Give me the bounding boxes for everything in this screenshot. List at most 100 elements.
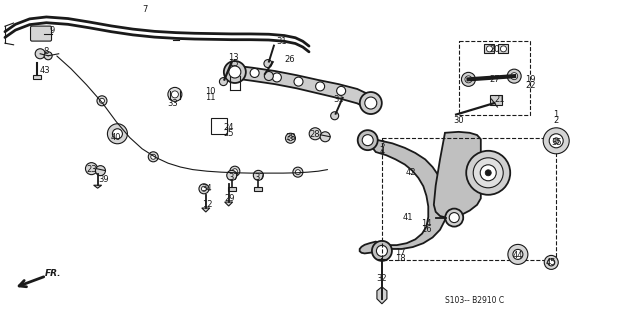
- Text: 17: 17: [395, 248, 406, 257]
- Text: 19: 19: [525, 75, 535, 84]
- Text: 22: 22: [525, 81, 535, 90]
- Circle shape: [508, 244, 528, 264]
- Text: 32: 32: [376, 274, 387, 283]
- Circle shape: [466, 151, 510, 195]
- Text: 25: 25: [224, 129, 234, 138]
- Circle shape: [99, 98, 104, 103]
- Circle shape: [544, 255, 558, 269]
- Text: 24: 24: [224, 124, 234, 132]
- Text: 38: 38: [285, 133, 296, 142]
- Circle shape: [337, 86, 345, 95]
- Polygon shape: [94, 185, 101, 188]
- Text: 44: 44: [513, 251, 523, 260]
- Circle shape: [462, 72, 475, 86]
- Text: 13: 13: [228, 53, 239, 62]
- Circle shape: [35, 49, 45, 59]
- Circle shape: [362, 135, 373, 146]
- Polygon shape: [255, 188, 262, 191]
- Text: 37: 37: [254, 173, 265, 182]
- Circle shape: [250, 68, 259, 77]
- Polygon shape: [33, 76, 41, 79]
- Circle shape: [151, 154, 156, 159]
- Circle shape: [168, 87, 182, 101]
- Text: 2: 2: [554, 116, 559, 125]
- Circle shape: [320, 132, 330, 142]
- Text: 16: 16: [421, 225, 432, 234]
- Text: 42: 42: [406, 168, 416, 177]
- Circle shape: [171, 91, 179, 98]
- Text: 7: 7: [143, 5, 148, 14]
- Text: 43: 43: [39, 66, 50, 75]
- Text: 30: 30: [453, 116, 464, 125]
- Polygon shape: [360, 138, 447, 253]
- Text: 15: 15: [229, 60, 239, 68]
- Circle shape: [201, 186, 206, 191]
- Polygon shape: [235, 66, 371, 110]
- Text: 28: 28: [310, 130, 321, 139]
- Text: 34: 34: [201, 184, 213, 193]
- Circle shape: [501, 46, 507, 52]
- Circle shape: [264, 60, 272, 68]
- Circle shape: [480, 165, 496, 181]
- Text: 23: 23: [86, 165, 97, 174]
- Circle shape: [549, 134, 563, 148]
- Text: 8: 8: [44, 47, 49, 56]
- Circle shape: [294, 77, 303, 86]
- Circle shape: [553, 138, 559, 144]
- Polygon shape: [225, 202, 232, 206]
- Text: 41: 41: [403, 213, 413, 222]
- Circle shape: [286, 133, 295, 143]
- Circle shape: [253, 170, 263, 180]
- Text: 27: 27: [489, 75, 500, 84]
- Polygon shape: [202, 208, 210, 212]
- Polygon shape: [499, 44, 509, 53]
- Circle shape: [112, 129, 122, 139]
- Circle shape: [358, 130, 378, 150]
- Circle shape: [473, 158, 503, 188]
- Circle shape: [465, 76, 472, 83]
- Circle shape: [265, 71, 273, 81]
- Circle shape: [288, 136, 293, 141]
- Circle shape: [227, 170, 237, 180]
- Text: 10: 10: [205, 87, 215, 96]
- Circle shape: [85, 163, 98, 175]
- Text: 14: 14: [421, 220, 431, 228]
- Circle shape: [376, 245, 387, 256]
- Text: 29: 29: [225, 194, 235, 203]
- Text: 45: 45: [546, 258, 556, 267]
- Circle shape: [309, 128, 321, 140]
- FancyBboxPatch shape: [489, 95, 502, 105]
- Circle shape: [449, 212, 459, 223]
- Circle shape: [293, 167, 303, 177]
- Circle shape: [543, 128, 569, 154]
- Text: 33: 33: [167, 100, 179, 108]
- Text: 39: 39: [98, 175, 109, 184]
- Text: 12: 12: [202, 200, 212, 209]
- Circle shape: [97, 96, 107, 106]
- Circle shape: [95, 166, 106, 176]
- Circle shape: [273, 73, 281, 82]
- Text: 31: 31: [276, 37, 287, 46]
- Circle shape: [199, 184, 209, 194]
- Circle shape: [229, 66, 241, 78]
- Circle shape: [360, 92, 382, 114]
- Circle shape: [232, 169, 237, 174]
- Polygon shape: [377, 287, 387, 304]
- Circle shape: [44, 52, 52, 60]
- Circle shape: [148, 152, 158, 162]
- Circle shape: [485, 170, 491, 176]
- Circle shape: [445, 209, 464, 227]
- Text: 18: 18: [395, 254, 406, 263]
- Circle shape: [372, 241, 392, 261]
- Circle shape: [224, 61, 246, 83]
- Text: 20: 20: [489, 45, 499, 54]
- Text: 26: 26: [284, 55, 295, 64]
- Circle shape: [108, 124, 127, 144]
- Text: 1: 1: [554, 110, 559, 119]
- Circle shape: [316, 82, 324, 91]
- Circle shape: [295, 170, 300, 175]
- Circle shape: [507, 69, 521, 83]
- Text: 9: 9: [50, 26, 55, 35]
- Text: 11: 11: [205, 93, 215, 102]
- Circle shape: [230, 68, 240, 77]
